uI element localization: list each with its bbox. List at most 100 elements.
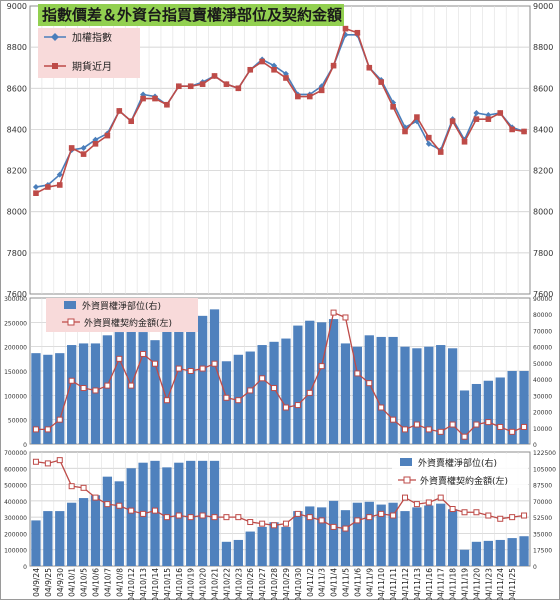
contract-value-point [259, 375, 266, 382]
net-position-bar [55, 353, 65, 444]
right-tick-label: 90000 [533, 296, 552, 303]
net-position-bar [102, 335, 113, 444]
net-position-bar [305, 506, 315, 566]
x-tick-label: 04/11/4 [330, 568, 339, 597]
net-position-bar [186, 460, 196, 566]
net-position-bar [102, 476, 113, 566]
futures-point [306, 93, 313, 100]
left-tick-label: 100000 [4, 393, 27, 400]
right-tick-label: 122500 [533, 450, 556, 457]
left-tick-label: 7800 [7, 249, 27, 258]
panel-1-legend: 加權指數 期貨近月 [38, 28, 140, 78]
net-position-bar [483, 380, 493, 444]
contract-value-point [330, 523, 337, 530]
right-tick-label: 105000 [533, 466, 556, 473]
contract-value-point [294, 402, 301, 409]
contract-value-point [80, 484, 87, 491]
net-position-bar [31, 520, 41, 566]
contract-value-point [235, 397, 242, 404]
x-tick-label: 04/10/23 [234, 568, 243, 600]
x-tick-label: 04/10/26 [246, 568, 255, 600]
futures-point [271, 66, 277, 73]
futures-point [235, 85, 242, 92]
right-tick-label: 17500 [533, 548, 552, 555]
right-tick-label: 9000 [533, 2, 553, 11]
contract-value-point [378, 510, 385, 517]
left-tick-label: 7600 [7, 290, 27, 299]
title-banner [38, 4, 344, 26]
right-tick-label: 7800 [533, 249, 553, 258]
futures-point [390, 104, 396, 110]
panel-1-left-axis-ticks: 7600 7800 8000 8200 8400 8600 8800 9000 [7, 2, 27, 299]
net-position-bar [507, 538, 517, 566]
left-tick-label: 0 [23, 564, 27, 571]
futures-point [437, 149, 444, 155]
left-tick-label: 200000 [4, 531, 27, 538]
contract-value-point [521, 512, 528, 519]
contract-value-point [366, 380, 373, 387]
right-tick-label: 70000 [533, 499, 552, 506]
contract-value-point [509, 514, 516, 521]
right-tick-label: 52500 [533, 515, 552, 522]
net-position-bar [257, 345, 267, 444]
left-tick-label: 8400 [7, 125, 27, 134]
net-position-bar [400, 346, 410, 444]
contract-value-point [223, 394, 230, 401]
net-position-bar [495, 377, 505, 444]
futures-point [473, 116, 480, 122]
contract-value-point [271, 385, 278, 392]
left-tick-label: 8200 [7, 167, 27, 176]
contract-value-point [449, 421, 456, 428]
contract-value-point [140, 510, 147, 517]
x-tick-label: 04/10/7 [103, 568, 112, 597]
futures-point [45, 184, 51, 190]
contract-value-point [32, 426, 39, 433]
x-axis-date-labels: 04/9/24 04/9/25 04/9/30 04/10/1 04/10/5 04/10… [32, 568, 517, 602]
panel-1-legend-marker-futures [52, 63, 58, 69]
left-tick-label: 200000 [4, 345, 27, 352]
contract-value-point [521, 423, 528, 430]
contract-value-point [104, 501, 111, 508]
net-position-bar [233, 539, 243, 566]
net-position-bar [174, 328, 184, 444]
futures-point [402, 128, 408, 135]
net-position-bar [221, 541, 232, 566]
right-tick-label: 80000 [533, 312, 552, 319]
contract-value-point [187, 368, 194, 374]
x-tick-label: 04/10/8 [115, 568, 124, 597]
panel-3-left-axis-ticks: 0 100000 200000 300000 400000 500000 600000 700… [4, 450, 27, 571]
futures-point [497, 110, 504, 116]
net-position-bar [114, 332, 124, 444]
panel-1-legend-marker-taiex [51, 33, 59, 41]
left-tick-label: 0 [23, 442, 27, 449]
futures-point [104, 132, 111, 139]
right-tick-label: 8200 [533, 167, 553, 176]
net-position-bar [138, 332, 148, 444]
net-position-bar [221, 361, 232, 444]
contract-value-point [461, 433, 468, 440]
contract-value-point [128, 507, 135, 514]
net-position-bar [67, 502, 77, 566]
futures-point [449, 118, 456, 124]
net-position-bar [376, 336, 386, 444]
net-position-bar [305, 320, 315, 444]
futures-point [56, 182, 63, 188]
net-position-bar [209, 460, 220, 566]
futures-point [330, 62, 337, 69]
left-tick-label: 700000 [4, 450, 27, 457]
panel-2-legend-marker-line [67, 318, 75, 326]
net-position-bar [340, 510, 351, 566]
net-position-bar [269, 341, 279, 444]
left-tick-label: 9000 [7, 2, 27, 11]
x-tick-label: 04/11/3 [318, 568, 327, 597]
panel-3-legend-marker-line [403, 476, 411, 484]
contract-value-point [306, 389, 313, 396]
net-position-bar [67, 345, 77, 444]
net-position-bar [78, 498, 89, 566]
net-position-bar [340, 343, 351, 444]
contract-value-point [116, 355, 123, 362]
panel-2-legend-label-bars: 外資買權淨部位(右) [82, 300, 161, 312]
net-position-bar [388, 502, 398, 566]
contract-value-point [92, 494, 99, 501]
